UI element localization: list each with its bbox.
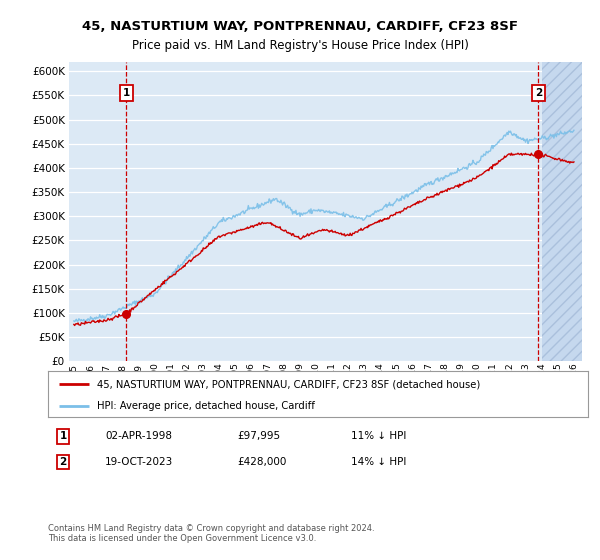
Text: 45, NASTURTIUM WAY, PONTPRENNAU, CARDIFF, CF23 8SF: 45, NASTURTIUM WAY, PONTPRENNAU, CARDIFF… bbox=[82, 20, 518, 32]
Text: 2: 2 bbox=[535, 88, 542, 98]
Text: Price paid vs. HM Land Registry's House Price Index (HPI): Price paid vs. HM Land Registry's House … bbox=[131, 39, 469, 52]
Text: 2: 2 bbox=[59, 457, 67, 467]
Text: 14% ↓ HPI: 14% ↓ HPI bbox=[351, 457, 406, 467]
Text: 1: 1 bbox=[59, 431, 67, 441]
Text: Contains HM Land Registry data © Crown copyright and database right 2024.
This d: Contains HM Land Registry data © Crown c… bbox=[48, 524, 374, 543]
Text: £428,000: £428,000 bbox=[237, 457, 286, 467]
Text: 1: 1 bbox=[122, 88, 130, 98]
Text: 45, NASTURTIUM WAY, PONTPRENNAU, CARDIFF, CF23 8SF (detached house): 45, NASTURTIUM WAY, PONTPRENNAU, CARDIFF… bbox=[97, 379, 480, 389]
Text: 19-OCT-2023: 19-OCT-2023 bbox=[105, 457, 173, 467]
Text: 11% ↓ HPI: 11% ↓ HPI bbox=[351, 431, 406, 441]
Text: HPI: Average price, detached house, Cardiff: HPI: Average price, detached house, Card… bbox=[97, 401, 314, 410]
Bar bbox=[542, 62, 582, 361]
Text: £97,995: £97,995 bbox=[237, 431, 280, 441]
Text: 02-APR-1998: 02-APR-1998 bbox=[105, 431, 172, 441]
